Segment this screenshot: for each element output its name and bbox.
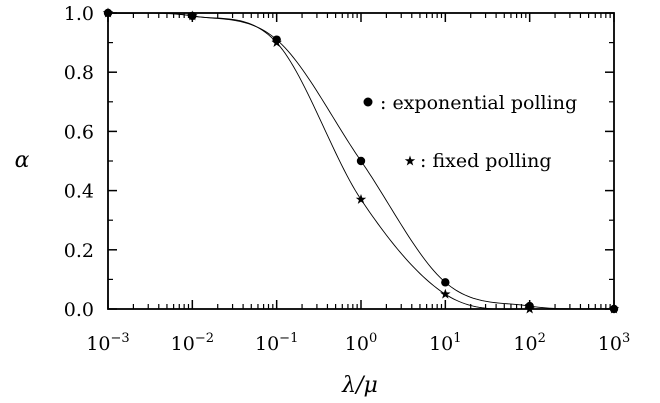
y-tick-label: 0.6 [64, 121, 94, 143]
x-tick-label: 103 [598, 331, 630, 355]
point-fixed [524, 303, 535, 314]
x-tick-label: 10−3 [86, 331, 129, 355]
x-tick-label: 100 [345, 331, 377, 355]
legend-label-exponential: : exponential polling [380, 92, 577, 114]
plot-frame [107, 12, 615, 310]
x-axis-title: λ/μ [341, 373, 378, 398]
point-fixed [440, 288, 451, 299]
y-tick-label: 1.0 [64, 3, 94, 25]
x-tick-label: 101 [429, 331, 461, 355]
point-exponential [441, 278, 450, 287]
x-tick-label: 102 [513, 331, 545, 355]
y-tick-label: 0.8 [64, 62, 94, 84]
y-axis-ticks: 0.0 0.2 0.4 0.6 0.8 1.0 [64, 3, 614, 321]
x-tick-label: 10−1 [255, 331, 298, 355]
y-axis-title: α [15, 148, 30, 173]
x-tick-label: 10−2 [171, 331, 214, 355]
legend-label-fixed: : fixed polling [420, 150, 552, 172]
legend-marker-fixed [404, 155, 416, 166]
y-tick-label: 0.0 [64, 299, 94, 321]
point-exponential [356, 156, 366, 166]
point-fixed [102, 7, 114, 18]
point-fixed [608, 303, 620, 314]
legend: : exponential polling : fixed polling [363, 92, 577, 172]
point-fixed [271, 37, 282, 48]
legend-marker-exponential [363, 97, 373, 107]
x-axis-ticks: 10−3 10−2 10−1 100 101 102 103 [86, 13, 630, 355]
point-fixed [355, 193, 367, 204]
data-points [102, 7, 620, 314]
point-fixed [187, 10, 198, 21]
y-tick-label: 0.2 [64, 240, 94, 262]
y-tick-label: 0.4 [64, 181, 94, 203]
